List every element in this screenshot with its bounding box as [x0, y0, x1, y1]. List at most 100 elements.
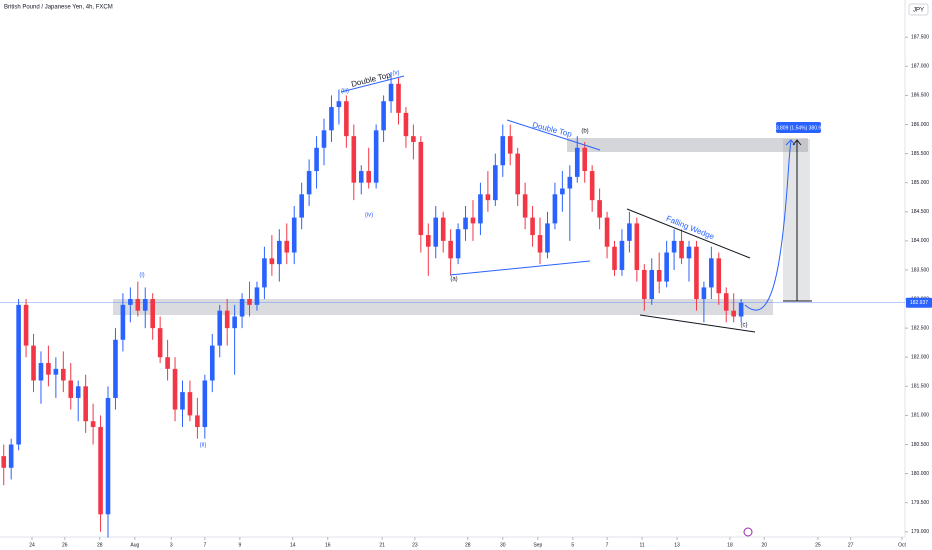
candle-body [418, 141, 424, 236]
candle-body [366, 171, 372, 183]
support-zone [113, 299, 773, 315]
chart-title: British Pound / Japanese Yen, 4h, FXCM [4, 5, 113, 11]
candle-body [314, 147, 319, 172]
candle-body [329, 107, 334, 131]
candle-body [545, 223, 550, 253]
candle-body [671, 240, 677, 253]
y-tick-label: 187.000 [911, 64, 929, 70]
x-tick-label: 26 [62, 542, 68, 548]
candle-body [209, 345, 215, 381]
x-tick-label: 23 [412, 542, 418, 548]
candle-body [530, 217, 535, 236]
candle-body [388, 83, 394, 102]
candle-body [656, 269, 662, 282]
candle-body [686, 246, 692, 259]
annotation: (b) [581, 129, 588, 135]
candle-body [731, 310, 736, 317]
candle-body [61, 368, 66, 381]
candle-body [396, 83, 401, 113]
candle-body [38, 363, 44, 381]
x-tick-label: 24 [29, 542, 35, 548]
x-tick-label: 18 [727, 542, 733, 548]
y-tick-label: 181.000 [911, 413, 929, 419]
candle-body [433, 217, 439, 247]
candle-body [567, 176, 573, 189]
candle-body [291, 217, 297, 253]
candle-body [664, 252, 669, 282]
candle-body [589, 171, 595, 201]
candle-body [738, 302, 744, 317]
candle-body [440, 217, 446, 241]
candle-body [723, 293, 729, 311]
x-tick-label: 3 [170, 542, 173, 548]
y-tick-label: 187.500 [911, 35, 929, 41]
wedge-line [639, 314, 756, 333]
candle-body [351, 136, 357, 183]
x-tick-label: 5 [571, 542, 574, 548]
y-tick-label: 180.500 [911, 442, 929, 448]
y-tick-label: 186.500 [911, 93, 929, 99]
y-tick-label: 180.000 [911, 471, 929, 477]
x-tick-label: 25 [815, 542, 821, 548]
x-tick-label: 27 [848, 542, 854, 548]
wedge-line [626, 208, 751, 259]
candle-body [642, 269, 647, 300]
candle-body [582, 147, 588, 172]
candle-body [16, 304, 21, 445]
event-icon[interactable] [743, 527, 753, 537]
candle-body [455, 229, 461, 259]
candle-body [403, 112, 409, 137]
candle-body [135, 299, 141, 311]
y-tick-label: 185.500 [911, 151, 929, 157]
x-tick-label: 9 [238, 542, 241, 548]
y-tick-label: 182.500 [911, 325, 929, 331]
candle-body [269, 258, 275, 265]
candle-body [507, 136, 513, 154]
x-tick-label: Oct [898, 542, 906, 548]
candle-body [537, 235, 543, 253]
candle-body [195, 415, 200, 428]
candle-body [262, 258, 267, 288]
annotation: (c) [741, 323, 748, 329]
candle-body [470, 217, 476, 224]
x-tick-label: 21 [379, 542, 385, 548]
arrow-head [785, 139, 796, 146]
candle-body [373, 130, 379, 183]
x-tick-label: 13 [674, 542, 680, 548]
y-tick-label: 181.500 [911, 384, 929, 390]
candle-body [1, 456, 7, 468]
x-tick-label: 14 [290, 542, 296, 548]
candle-body [150, 299, 155, 329]
annotation: (ii) [200, 443, 207, 449]
candle-body [649, 269, 655, 300]
trend-line [506, 119, 601, 151]
measure-label: 3.809 (1.54%) 380.9 [776, 125, 822, 131]
candle-body [239, 299, 245, 317]
annotation: (iv) [365, 213, 373, 219]
currency-box[interactable] [908, 3, 929, 16]
candle-body [485, 194, 491, 201]
candle-body [8, 444, 14, 468]
candle-body [679, 240, 684, 259]
x-tick-label: 7 [203, 542, 206, 548]
candle-body [90, 421, 96, 428]
y-tick-label: 182.000 [911, 355, 929, 361]
candle-body [709, 258, 714, 288]
candle-body [31, 345, 36, 381]
candle-body [627, 223, 632, 241]
candle-body [552, 194, 558, 224]
candle-body [336, 101, 342, 108]
candle-body [381, 101, 386, 131]
candle-body [619, 240, 625, 270]
candle-body [23, 304, 29, 346]
candle-body [247, 299, 252, 305]
annotation: (a) [450, 277, 457, 283]
y-tick-label: 186.000 [911, 122, 929, 128]
candle-body [46, 363, 51, 375]
x-tick-label: 7 [606, 542, 609, 548]
y-tick-label: 179.500 [911, 500, 929, 506]
y-tick-label: 179.000 [911, 529, 929, 535]
last-price-box [906, 297, 932, 308]
x-tick-label: 11 [639, 542, 644, 548]
